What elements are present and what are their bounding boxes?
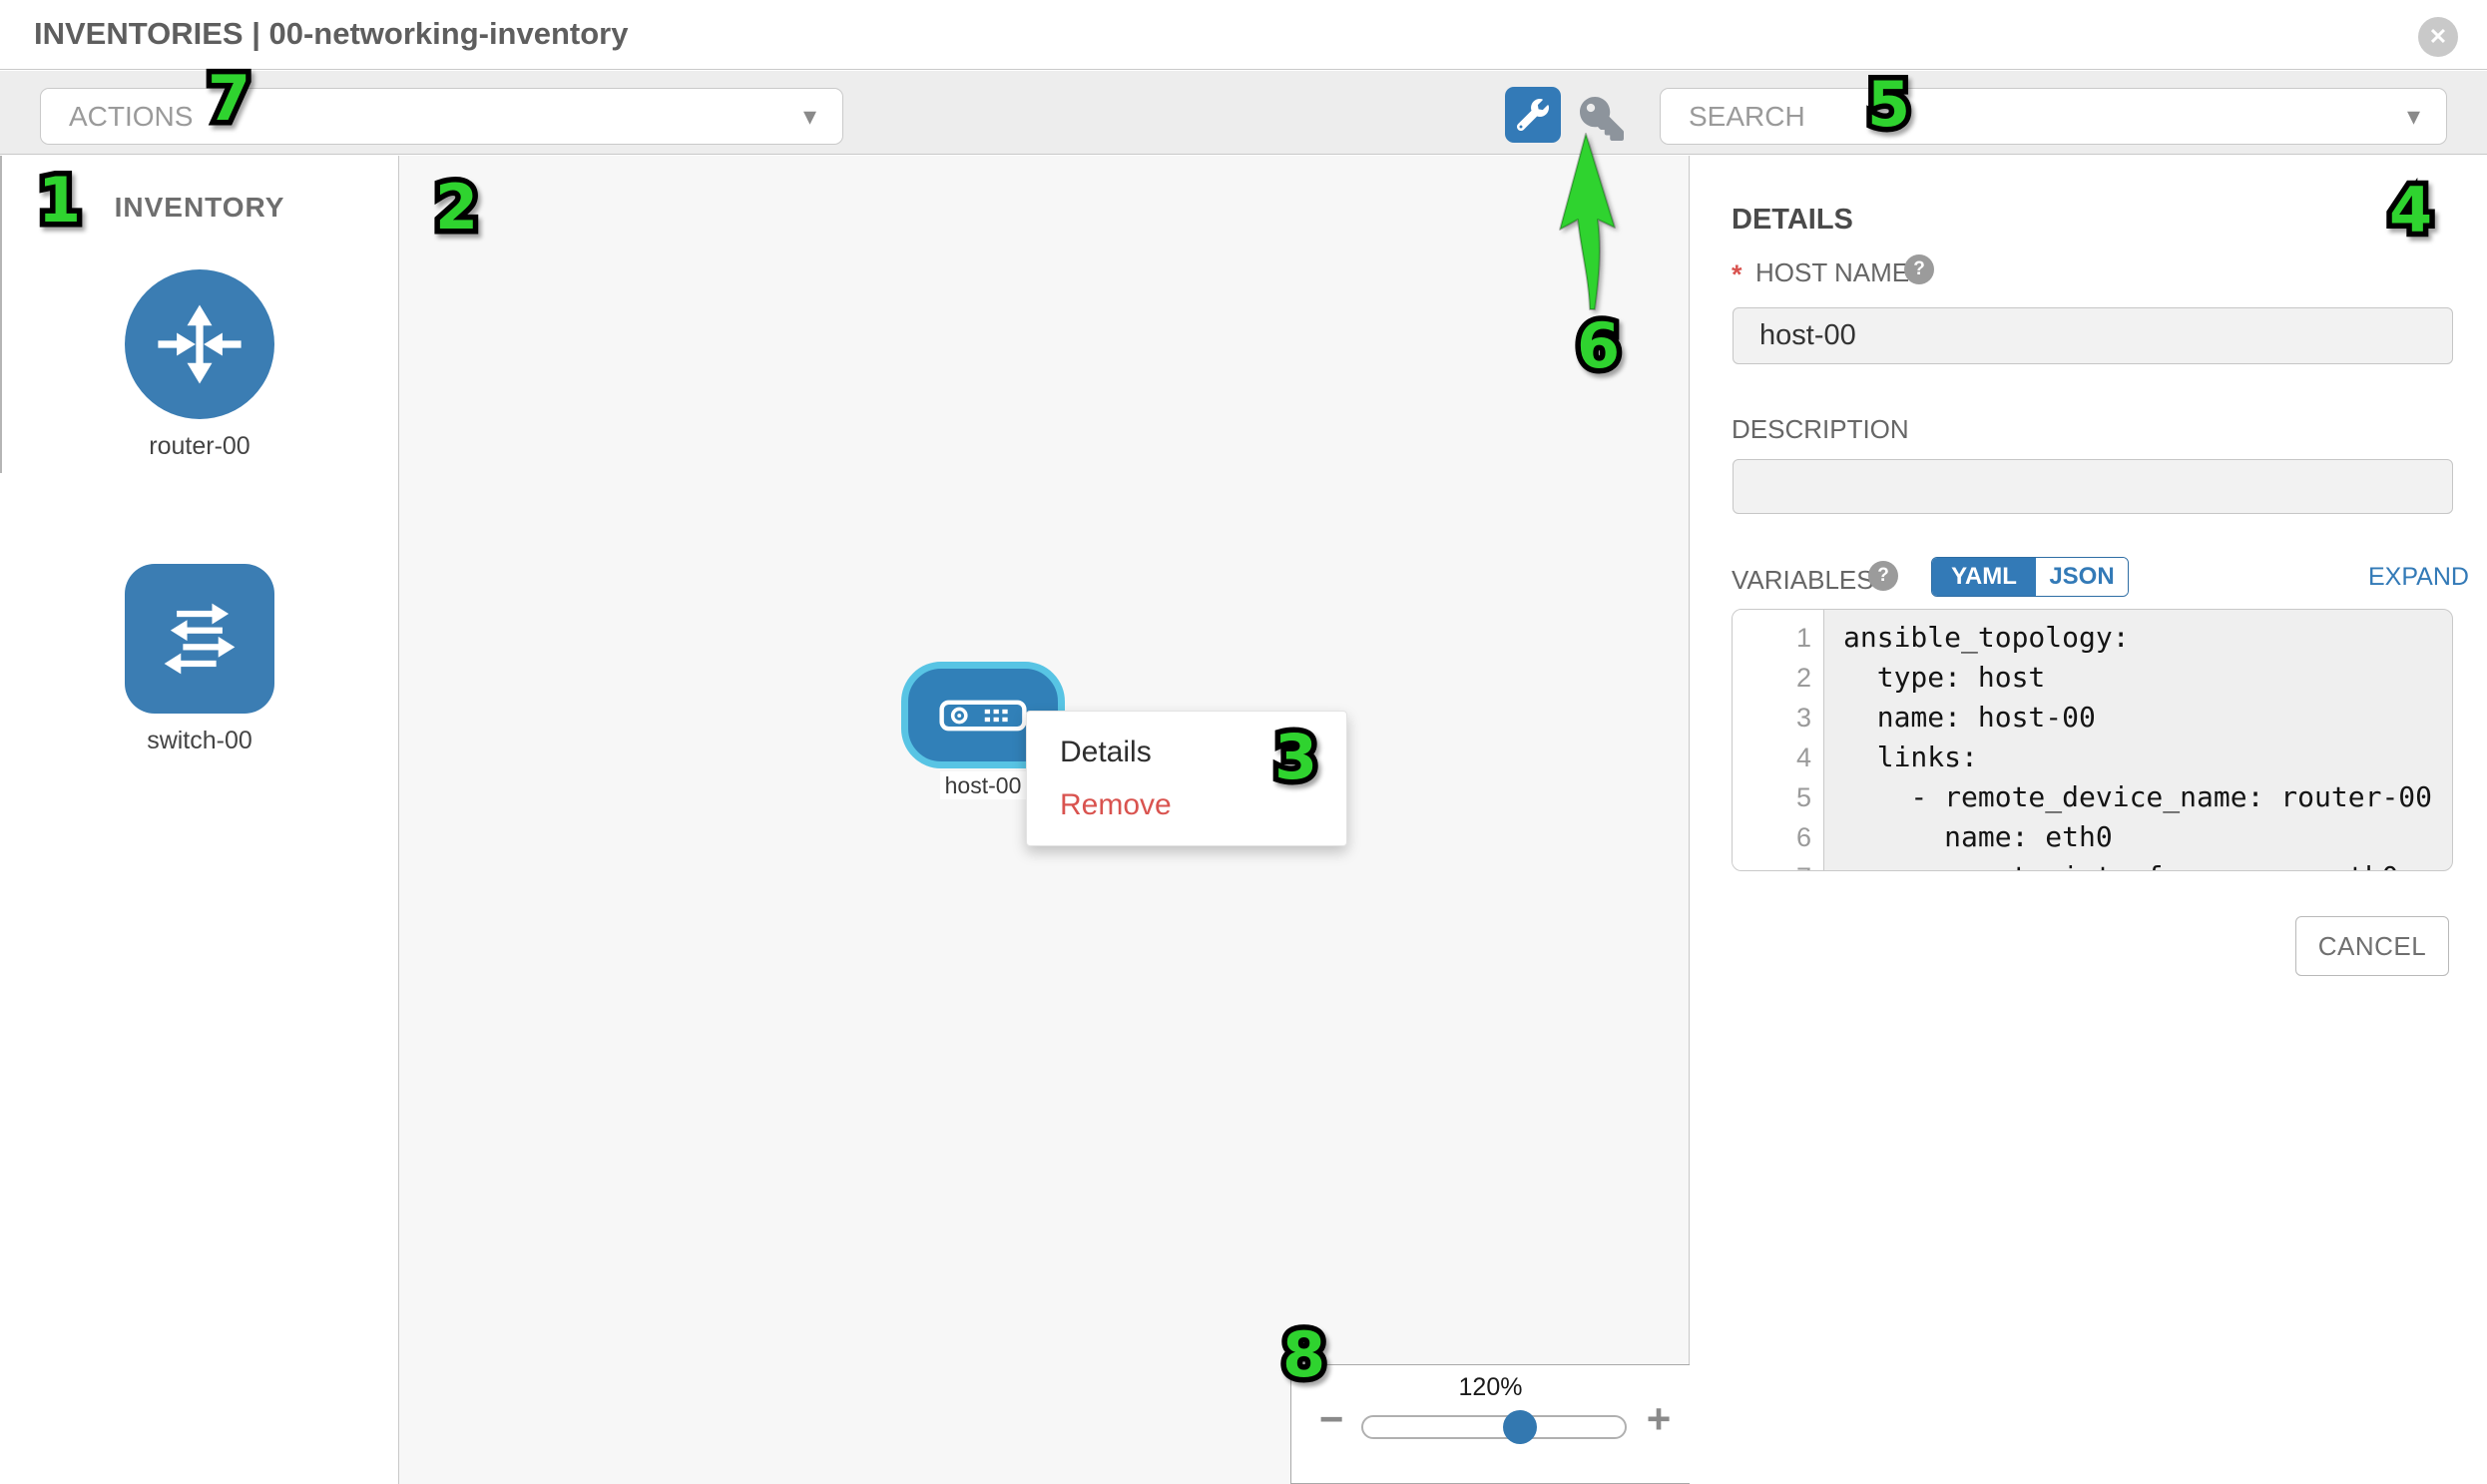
- description-input[interactable]: [1733, 459, 2453, 514]
- annotation-7: 7: [208, 68, 250, 131]
- code-line: name: host-00: [1843, 701, 2096, 734]
- header-bar: INVENTORIES | 00-networking-inventory ✕: [0, 0, 2487, 70]
- zoom-in-button[interactable]: +: [1646, 1395, 1672, 1442]
- description-label: DESCRIPTION: [1732, 414, 1909, 444]
- zoom-slider-track[interactable]: [1361, 1415, 1627, 1439]
- sidebar-item-label: router-00: [149, 432, 250, 460]
- expand-link[interactable]: EXPAND: [2368, 563, 2469, 591]
- line-number: 3: [1795, 703, 1811, 733]
- annotation-2: 2: [435, 177, 478, 240]
- help-icon[interactable]: ?: [1868, 561, 1898, 591]
- router-icon: [158, 304, 242, 384]
- menu-item-details[interactable]: Details: [1060, 736, 1152, 768]
- variables-format-toggle: YAML JSON: [1931, 557, 2129, 597]
- actions-dropdown-placeholder: ACTIONS: [69, 101, 194, 132]
- annotation-4: 4: [2389, 180, 2432, 243]
- sidebar-title: INVENTORY: [114, 192, 285, 223]
- code-line: ansible_topology:: [1843, 621, 2130, 654]
- switch-icon: [164, 603, 236, 675]
- zoom-slider-thumb[interactable]: [1503, 1410, 1537, 1444]
- sidebar-item-label: switch-00: [147, 727, 252, 754]
- breadcrumb: INVENTORIES | 00-networking-inventory: [34, 16, 629, 51]
- help-icon[interactable]: ?: [1904, 254, 1934, 284]
- annotation-8: 8: [1282, 1324, 1325, 1387]
- help-glyph: ?: [1877, 565, 1889, 586]
- line-number: 6: [1795, 822, 1811, 852]
- tools-button[interactable]: [1505, 87, 1561, 143]
- zoom-out-button[interactable]: −: [1318, 1395, 1344, 1442]
- variables-label: VARIABLES: [1732, 565, 1874, 595]
- details-panel-title: DETAILS: [1732, 204, 1853, 236]
- code-line: type: host: [1843, 661, 2046, 694]
- line-number: 7: [1733, 857, 1823, 870]
- editor-code[interactable]: ansible_topology: type: host name: host-…: [1825, 610, 2452, 870]
- close-icon[interactable]: ✕: [2418, 17, 2458, 57]
- menu-item-remove[interactable]: Remove: [1060, 788, 1172, 821]
- line-number: 2: [1795, 663, 1811, 693]
- zoom-widget: 120% − +: [1290, 1364, 1690, 1484]
- chevron-down-icon: ▾: [802, 101, 816, 131]
- annotation-5: 5: [1867, 74, 1910, 137]
- line-number: 4: [1795, 742, 1811, 772]
- actions-dropdown[interactable]: ACTIONS ▾: [40, 88, 843, 145]
- wrench-icon: [1517, 99, 1549, 131]
- search-dropdown-placeholder: SEARCH: [1689, 101, 1805, 132]
- code-line: remote_interface_name: eth0: [1843, 857, 2452, 870]
- hostname-input[interactable]: [1733, 307, 2453, 364]
- code-line: links:: [1843, 741, 1978, 773]
- line-number: 5: [1795, 782, 1811, 812]
- annotation-arrow-up: [1559, 133, 1616, 310]
- annotation-6: 6: [1577, 315, 1620, 378]
- sidebar-item-router[interactable]: [125, 269, 274, 419]
- host-node-label: host-00: [940, 771, 1026, 799]
- sidebar-item-switch[interactable]: [125, 564, 274, 714]
- key-icon: [1580, 97, 1624, 141]
- annotation-1: 1: [38, 170, 81, 233]
- line-number: 1: [1795, 623, 1811, 653]
- code-line: - remote_device_name: router-00: [1843, 780, 2433, 813]
- chevron-down-icon: ▾: [2406, 101, 2420, 131]
- credentials-key-button[interactable]: [1577, 94, 1627, 144]
- cancel-button[interactable]: CANCEL: [2295, 916, 2449, 976]
- host-device-icon: [939, 700, 1027, 731]
- zoom-level-value: 120%: [1458, 1373, 1523, 1401]
- code-line: name: eth0: [1843, 820, 2113, 853]
- toggle-json[interactable]: JSON: [2036, 558, 2128, 596]
- close-x-glyph: ✕: [2428, 24, 2448, 49]
- variables-code-editor[interactable]: 1 2 3 4 5 6 7 ansible_topology: type: ho…: [1732, 609, 2453, 871]
- annotation-3: 3: [1274, 727, 1317, 789]
- editor-gutter: 1 2 3 4 5 6 7: [1733, 610, 1824, 870]
- help-glyph: ?: [1913, 258, 1925, 279]
- required-marker: *: [1732, 259, 1742, 289]
- sidebar-scroll-edge: [0, 156, 2, 473]
- hostname-label: HOST NAME: [1755, 257, 1910, 287]
- toggle-yaml[interactable]: YAML: [1932, 558, 2036, 596]
- search-dropdown[interactable]: SEARCH ▾: [1660, 88, 2447, 145]
